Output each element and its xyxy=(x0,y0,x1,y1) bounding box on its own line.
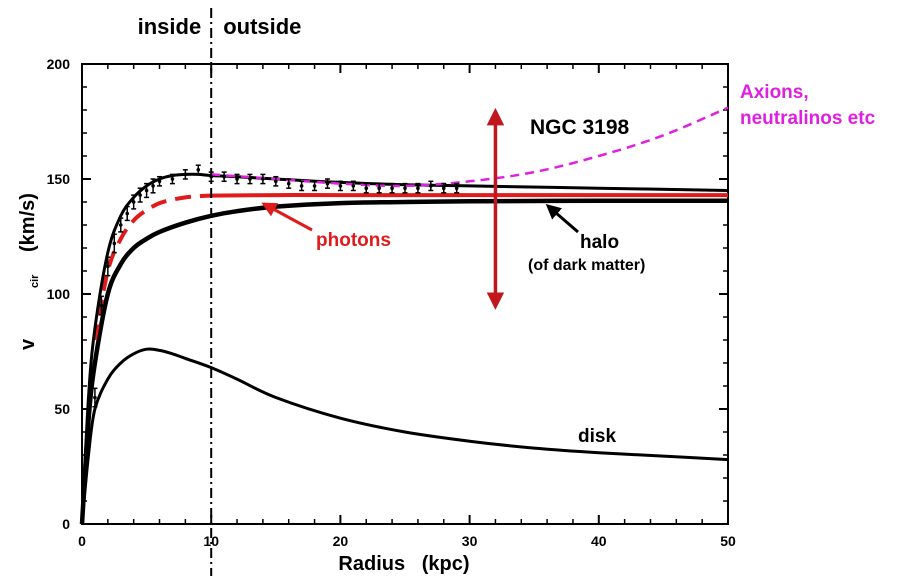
data-point xyxy=(247,173,253,185)
y-tick-label: 150 xyxy=(47,171,71,187)
x-tick-label: 40 xyxy=(591,533,607,549)
x-tick-label: 10 xyxy=(203,533,219,549)
data-point xyxy=(221,171,227,183)
data-point xyxy=(131,194,137,210)
y-tick-label: 100 xyxy=(47,286,71,302)
series-disk xyxy=(80,347,729,525)
axions-label-line2: neutralinos etc xyxy=(740,108,876,129)
data-point xyxy=(118,217,124,233)
photons-label: photons xyxy=(316,230,391,251)
data-point xyxy=(182,169,188,180)
data-point xyxy=(299,180,305,192)
halo-label: halo xyxy=(580,232,619,253)
observed-points xyxy=(92,164,460,408)
data-point xyxy=(260,173,266,185)
data-point xyxy=(389,182,395,194)
y-axis-label-sub: cir xyxy=(29,274,41,288)
data-point xyxy=(111,233,117,254)
halo-pointer-arrow xyxy=(545,204,579,234)
data-point xyxy=(124,205,130,222)
photons-pointer-arrow xyxy=(261,202,313,232)
region-label-outside: outside xyxy=(223,14,301,39)
data-point xyxy=(105,256,111,277)
data-point xyxy=(402,182,408,194)
y-axis-label-unit: (km/s) xyxy=(17,193,39,252)
axis-ticks: 0 10 20 30 40 50 0 50 100 150 200 xyxy=(47,56,736,549)
y-axis-label-main: v xyxy=(17,338,39,350)
disk-label: disk xyxy=(578,426,616,447)
y-tick-label: 50 xyxy=(54,401,70,417)
series-photons-dashed xyxy=(92,193,212,341)
data-point xyxy=(144,182,150,199)
halo-sublabel: (of dark matter) xyxy=(528,257,645,274)
data-point xyxy=(286,178,292,189)
data-point xyxy=(195,164,201,176)
y-axis-label: v cir (km/s) xyxy=(17,193,41,400)
data-point xyxy=(376,182,382,194)
x-axis-label: Radius (kpc) xyxy=(338,553,469,575)
data-point xyxy=(157,175,163,187)
chart-title: NGC 3198 xyxy=(530,116,630,139)
data-point xyxy=(454,182,460,194)
data-point xyxy=(137,187,143,203)
data-point xyxy=(363,182,369,194)
svg-text:v: v xyxy=(17,300,39,400)
data-point xyxy=(415,182,421,194)
series-halo-of-dark-matter xyxy=(79,198,728,525)
series-axions-neutralinos-etc xyxy=(211,106,729,188)
data-point xyxy=(350,180,356,192)
x-tick-label: 50 xyxy=(720,533,736,549)
data-point xyxy=(92,387,98,408)
series-layer xyxy=(79,106,729,525)
x-tick-label: 0 xyxy=(78,533,86,549)
series-photons-solid xyxy=(211,193,728,198)
data-point xyxy=(324,178,330,189)
x-tick-label: 30 xyxy=(462,533,478,549)
data-point xyxy=(428,180,434,192)
data-point xyxy=(169,173,175,185)
region-label-inside: inside xyxy=(138,14,202,39)
axions-label-line1: Axions, xyxy=(740,82,809,103)
data-point xyxy=(98,295,104,316)
data-point xyxy=(273,175,279,187)
data-point xyxy=(150,178,156,194)
y-tick-label: 200 xyxy=(47,56,71,72)
data-point xyxy=(234,173,240,185)
data-point xyxy=(312,180,318,192)
data-point xyxy=(441,182,447,194)
x-tick-label: 20 xyxy=(333,533,349,549)
y-tick-label: 0 xyxy=(62,516,70,532)
data-point xyxy=(337,180,343,192)
